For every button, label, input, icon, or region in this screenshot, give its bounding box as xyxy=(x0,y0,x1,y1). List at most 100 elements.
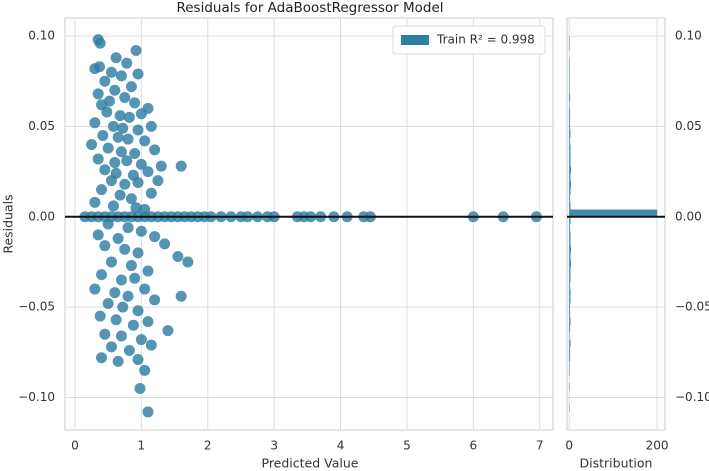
point xyxy=(123,111,135,123)
x-tick-label: 200 xyxy=(646,439,669,453)
y-tick-label: 0.00 xyxy=(28,209,55,223)
point xyxy=(129,97,141,109)
point xyxy=(132,68,144,80)
hist-bar xyxy=(569,303,571,311)
point xyxy=(92,88,104,100)
point xyxy=(119,243,131,255)
point xyxy=(129,148,141,160)
hist-bar xyxy=(569,195,571,203)
point xyxy=(132,247,144,259)
point xyxy=(121,57,133,69)
hist-bar xyxy=(569,115,571,123)
point xyxy=(145,339,157,351)
point xyxy=(119,178,131,190)
point xyxy=(149,294,161,306)
point xyxy=(112,232,124,244)
hist-bar xyxy=(569,173,571,181)
point xyxy=(112,355,124,367)
hist-bar xyxy=(569,137,571,145)
point xyxy=(127,319,139,331)
point xyxy=(99,75,111,87)
hist-bar xyxy=(569,224,571,232)
hist-bar xyxy=(569,144,571,152)
point xyxy=(119,92,131,104)
point xyxy=(96,269,108,281)
point xyxy=(89,283,101,295)
hist-bar xyxy=(569,281,571,290)
point xyxy=(110,52,122,64)
hist-bar xyxy=(569,238,571,246)
point xyxy=(86,138,98,150)
point xyxy=(101,106,113,118)
point xyxy=(96,184,108,196)
point xyxy=(99,240,111,252)
point xyxy=(115,274,127,286)
hist-bar xyxy=(569,180,571,188)
point xyxy=(89,196,101,208)
hist-bar xyxy=(569,354,571,362)
point xyxy=(132,176,144,188)
hist-bar xyxy=(569,93,571,102)
x-tick-label: 7 xyxy=(536,439,544,453)
y-tick-label: −0.05 xyxy=(18,300,55,314)
point xyxy=(122,222,134,234)
x-tick-label: 2 xyxy=(204,439,212,453)
point xyxy=(175,290,187,302)
hist-bar xyxy=(569,108,571,116)
point xyxy=(109,157,121,169)
point xyxy=(94,61,106,73)
y-tick-label: 0.10 xyxy=(28,29,55,43)
point xyxy=(129,272,141,284)
y-tick-label: −0.10 xyxy=(675,390,709,404)
point xyxy=(145,187,157,199)
x-tick-label: 0 xyxy=(71,439,79,453)
hist-bar xyxy=(569,130,571,138)
x-tick-label: 3 xyxy=(270,439,278,453)
point xyxy=(105,66,117,78)
point xyxy=(102,298,114,310)
point xyxy=(105,175,117,187)
point xyxy=(102,218,114,230)
point xyxy=(132,124,144,136)
hist-bar xyxy=(569,158,571,167)
point xyxy=(155,160,167,172)
point xyxy=(159,238,171,250)
point xyxy=(115,330,127,342)
point xyxy=(125,193,137,205)
point xyxy=(149,231,161,243)
y-tick-label: −0.05 xyxy=(675,300,709,314)
hist-bar xyxy=(569,260,571,268)
point xyxy=(139,283,151,295)
point xyxy=(117,301,129,313)
hist-bar xyxy=(569,245,571,253)
point xyxy=(105,341,117,353)
point xyxy=(130,202,142,214)
y-tick-label: 0.05 xyxy=(675,119,702,133)
hist-bar xyxy=(569,325,571,333)
point xyxy=(139,364,151,376)
point xyxy=(99,164,111,176)
point xyxy=(122,133,134,145)
point xyxy=(135,158,147,170)
point xyxy=(135,108,147,120)
point xyxy=(142,316,154,328)
point xyxy=(107,120,119,132)
y-tick-label: −0.10 xyxy=(18,390,55,404)
hist-bar xyxy=(569,231,571,239)
hist-bar xyxy=(569,310,571,318)
point xyxy=(139,135,151,147)
point xyxy=(152,175,164,187)
x-axis-label: Predicted Value xyxy=(262,456,359,471)
x-tick-label: 5 xyxy=(403,439,411,453)
point xyxy=(162,325,174,337)
point xyxy=(149,144,161,156)
point xyxy=(135,334,147,346)
y-tick-label: 0.05 xyxy=(28,119,55,133)
point xyxy=(105,256,117,268)
point xyxy=(102,142,114,154)
point xyxy=(97,129,109,141)
point xyxy=(175,160,187,172)
point xyxy=(135,225,147,237)
point xyxy=(132,354,144,366)
